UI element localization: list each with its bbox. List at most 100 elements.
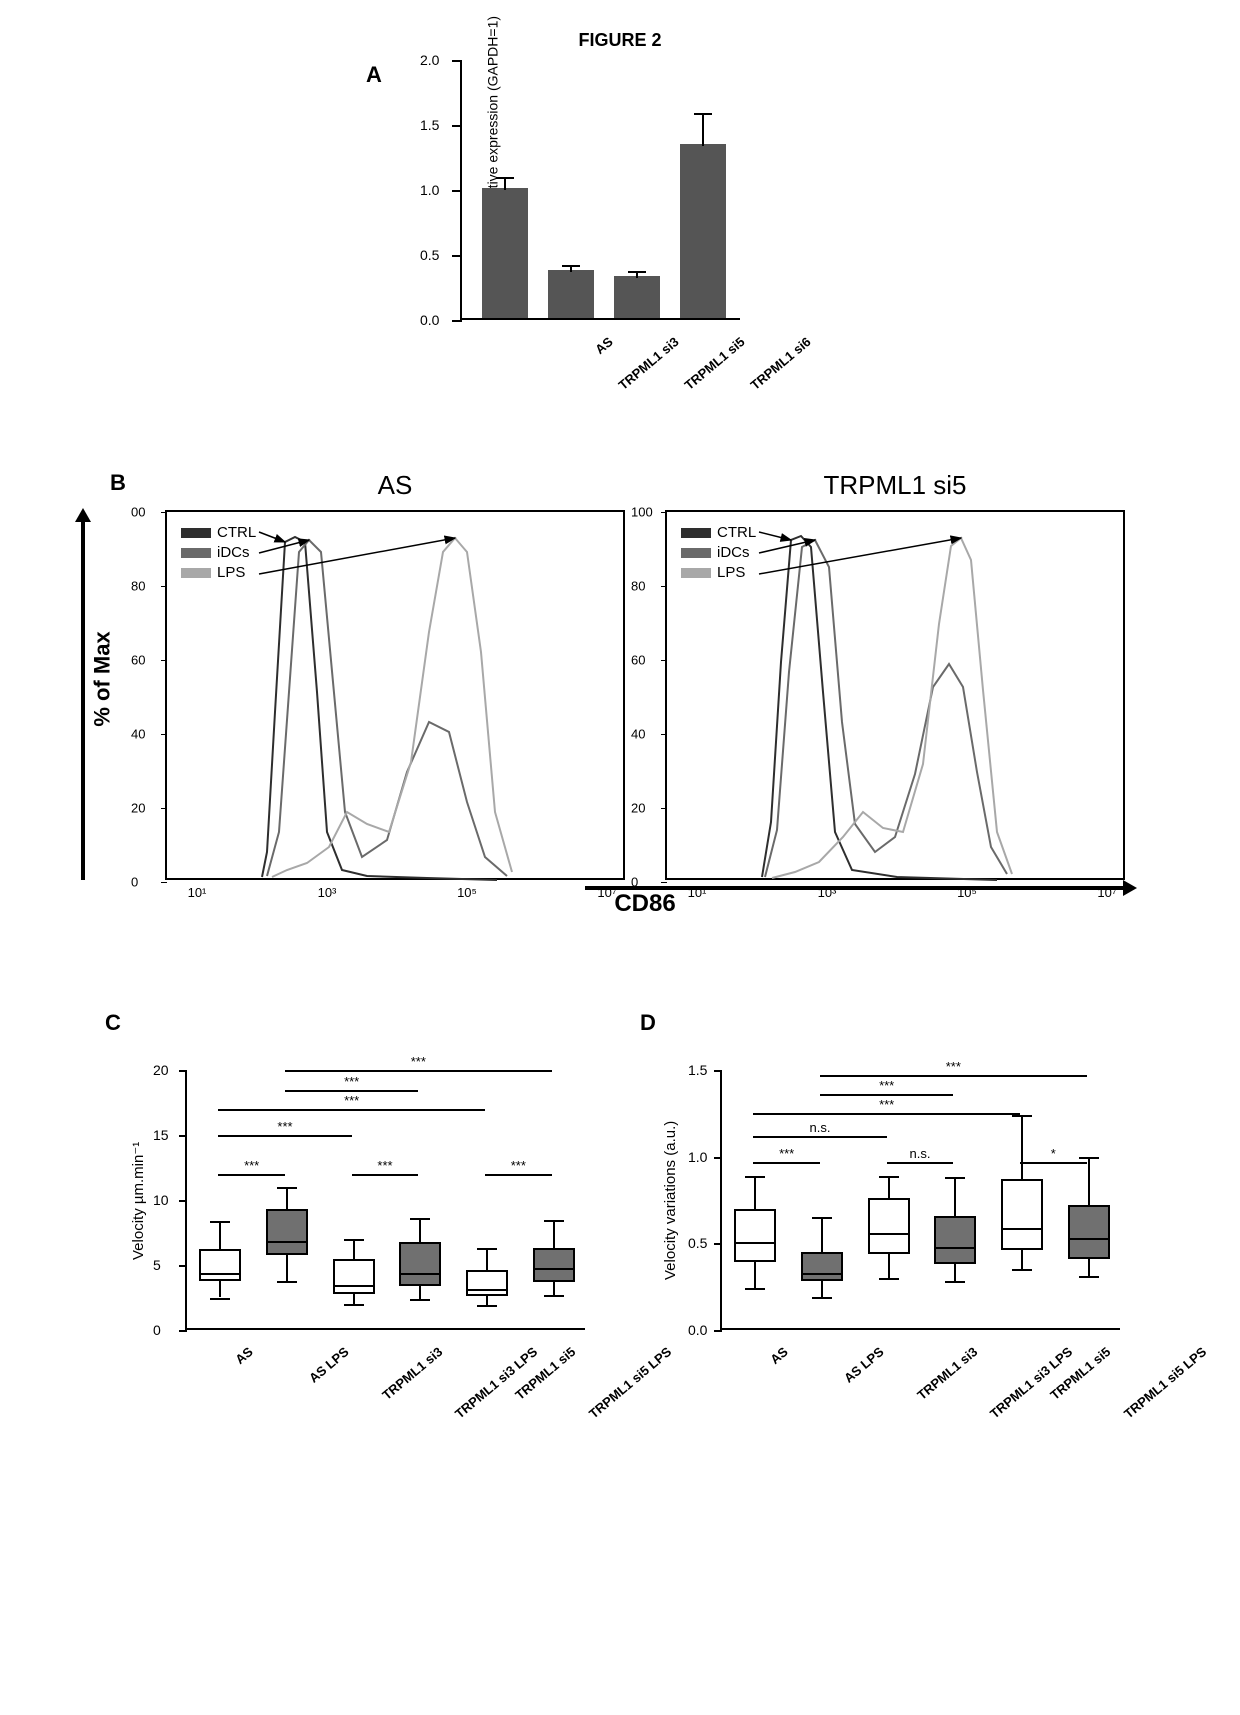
whisker [219,1281,221,1298]
whisker-cap [277,1187,297,1189]
significance-label: n.s. [910,1146,931,1161]
y-tick-label: 20 [631,801,645,816]
whisker-cap [945,1177,965,1179]
boxplot-box [333,1259,375,1294]
x-category-label: AS [233,1344,256,1367]
significance-bar [820,1094,953,1096]
whisker [486,1248,488,1270]
y-tick-label: 0.5 [420,247,439,263]
error-cap [496,177,514,179]
significance-bar [285,1070,552,1072]
whisker [1088,1259,1090,1276]
significance-label: *** [277,1119,292,1134]
boxplot-median [1003,1228,1041,1230]
bar [680,144,726,318]
significance-bar [218,1135,351,1137]
x-tick-label: 10¹ [188,885,207,900]
whisker [954,1177,956,1215]
significance-bar [218,1109,485,1111]
whisker [1021,1250,1023,1269]
boxplot-box [266,1209,308,1255]
boxplot-median [1070,1238,1108,1240]
legend-label: CTRL [217,524,256,541]
error-cap [694,113,712,115]
significance-label: *** [511,1158,526,1173]
whisker [888,1176,890,1199]
boxplot-box [199,1249,241,1280]
y-tick [161,882,167,883]
significance-label: *** [411,1054,426,1069]
y-tick [452,125,462,127]
legend-swatch [681,568,711,578]
whisker [553,1220,555,1249]
legend-swatch [181,528,211,538]
x-category-label: AS [768,1344,791,1367]
x-category-label: AS LPS [841,1344,887,1386]
y-tick-label: 0.0 [688,1322,707,1338]
boxplot-median [870,1233,908,1235]
boxplot-box [533,1248,575,1282]
error-bar [702,113,704,146]
significance-bar [887,1162,954,1164]
significance-label: *** [946,1059,961,1074]
whisker-cap [945,1281,965,1283]
legend-label: iDCs [717,544,750,561]
boxplot-box [1068,1205,1110,1259]
y-tick [714,1070,722,1072]
significance-bar [285,1090,418,1092]
legend-item: iDCs [181,544,256,561]
y-tick [452,190,462,192]
whisker [888,1254,890,1278]
whisker [821,1281,823,1297]
y-tick-label: 5 [153,1257,161,1273]
whisker-cap [477,1248,497,1250]
boxplot-median [335,1285,373,1287]
significance-label: *** [344,1093,359,1108]
y-tick-label: 60 [631,653,645,668]
legend-item: CTRL [681,524,756,541]
panel-d: Velocity variations (a.u.) 0.00.51.01.5A… [640,1010,1130,1490]
y-tick-label: 20 [131,801,145,816]
whisker-cap [544,1295,564,1297]
y-tick [714,1243,722,1245]
significance-bar [753,1136,886,1138]
boxplot-median [535,1268,573,1270]
panel-c-ylabel: Velocity µm.min⁻¹ [129,1142,147,1260]
boxplot-box [1001,1179,1043,1250]
y-tick-label: 10 [153,1192,169,1208]
error-cap [562,265,580,267]
histogram-si5: 02040608010010¹10³10⁵10⁷CTRLiDCsLPS [665,510,1125,880]
legend: CTRLiDCsLPS [681,524,756,584]
y-tick-label: 1.5 [688,1062,707,1078]
significance-label: *** [344,1074,359,1089]
whisker-cap [410,1218,430,1220]
significance-label: * [1051,1146,1056,1161]
significance-label: *** [244,1158,259,1173]
whisker [419,1218,421,1241]
x-category-label: AS LPS [306,1344,352,1386]
boxplot-box [466,1270,508,1296]
panel-b-ylabel: % of Max [90,632,116,727]
whisker-cap [344,1239,364,1241]
legend-item: CTRL [181,524,256,541]
y-tick [661,882,667,883]
bar [482,188,528,318]
histo-title-si5: TRPML1 si5 [665,470,1125,501]
whisker [954,1264,956,1281]
whisker [754,1262,756,1288]
panel-a-plot: Relative expression (GAPDH=1) 0.00.51.01… [460,60,740,320]
y-tick-label: 0 [153,1322,161,1338]
y-tick-label: 20 [153,1062,169,1078]
significance-bar [485,1174,552,1176]
y-tick-label: 40 [131,727,145,742]
boxplot-median [201,1273,239,1275]
y-tick-label: 2.0 [420,52,439,68]
whisker-cap [1079,1157,1099,1159]
whisker [754,1176,756,1209]
y-tick-label: 0 [131,875,138,890]
significance-label: *** [779,1146,794,1161]
histo-title-as: AS [165,470,625,501]
legend-label: LPS [217,564,245,581]
y-tick [179,1200,187,1202]
legend-item: LPS [181,564,256,581]
